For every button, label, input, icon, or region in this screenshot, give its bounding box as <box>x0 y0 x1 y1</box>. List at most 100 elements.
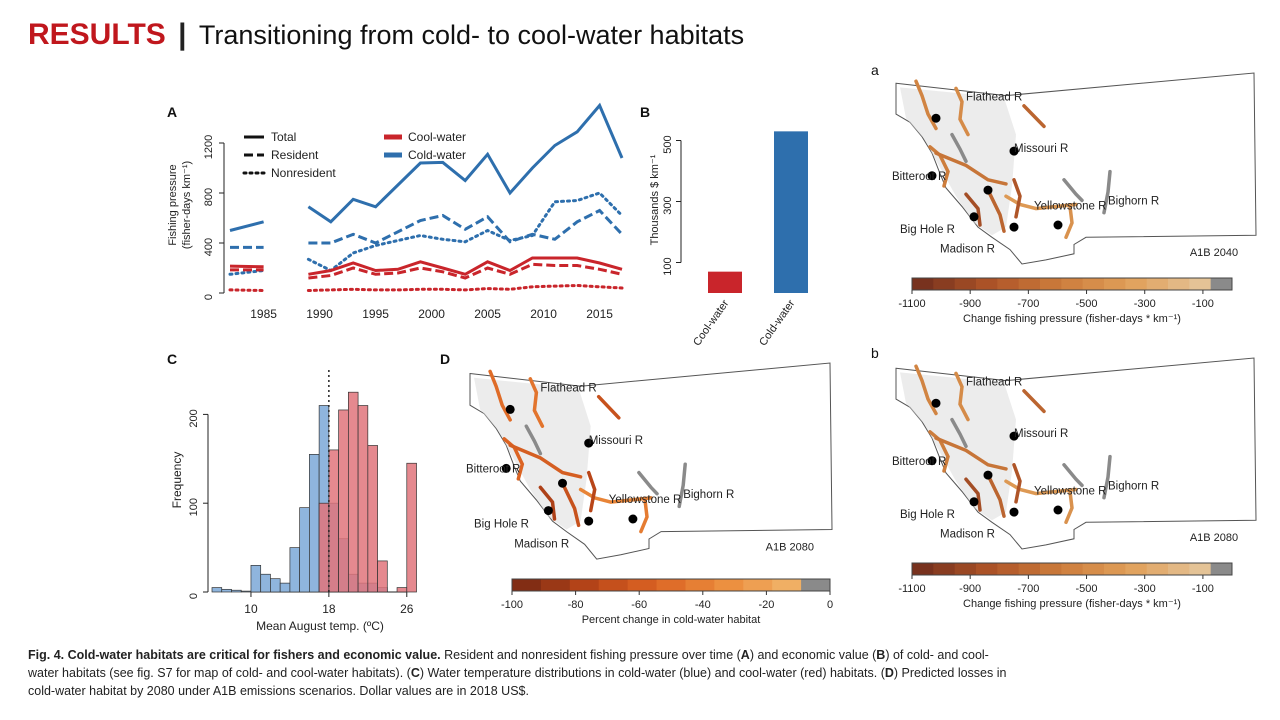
map-a-colorbar-segment <box>933 278 956 290</box>
map-d-gauge-dot <box>584 516 594 526</box>
map-a-gauge-dot <box>1009 146 1019 156</box>
panel-a-map-2040: a Flathead R Missouri R Bitteroot R Yellowst… <box>871 62 1257 325</box>
c-bar-cool <box>338 409 349 593</box>
map-b-river-label: Big Hole R <box>900 509 955 521</box>
map-a-colorbar-tick-label: -300 <box>1134 298 1156 310</box>
map-b-colorbar-tick-label: -900 <box>959 583 981 595</box>
c-x-tick-label: 26 <box>400 602 414 616</box>
c-bar-cool <box>406 462 417 593</box>
map-b-colorbar-tick-label: -100 <box>1192 583 1214 595</box>
b-y-tick-label: 100 <box>662 257 674 275</box>
a-series-cold-total <box>229 220 264 232</box>
map-b-river-segment <box>934 436 1008 471</box>
map-d-colorbar-segment <box>512 579 542 591</box>
map-d-colorbar-segment <box>656 579 686 591</box>
c-y-tick-label: 100 <box>188 498 200 516</box>
map-a-colorbar-segment <box>1018 278 1041 290</box>
map-a-river-label: Yellowstone R <box>1034 201 1106 213</box>
a-y-tick-label: 0 <box>203 294 215 300</box>
panel-letter-a: a <box>871 62 879 78</box>
map-a-river-label: Madison R <box>940 244 995 256</box>
a-y-axis-label: Fishing pressure <box>167 164 179 245</box>
a-series-cool-resident <box>308 262 623 280</box>
map-b-gauge-dot <box>931 398 941 408</box>
map-a-river-segment <box>950 132 968 164</box>
c-bar-cold <box>270 578 281 593</box>
map-b-colorbar-segment <box>1040 563 1062 575</box>
map-b-river-segment <box>914 364 938 416</box>
c-bar-cold <box>221 588 232 593</box>
map-a-river-segment <box>964 192 982 227</box>
c-x-tick-label: 10 <box>244 602 258 616</box>
map-a-river-label: Big Hole R <box>900 224 955 236</box>
map-a-river-segment <box>1062 178 1084 203</box>
map-a-colorbar-segment <box>1104 278 1126 290</box>
map-a-river-segment <box>954 86 970 137</box>
map-d-colorbar-segment <box>598 579 629 591</box>
a-legend-habitat-label: Cold-water <box>408 148 466 162</box>
panel-letter-b: B <box>640 104 650 120</box>
panel-letter-c: C <box>167 351 177 367</box>
map-b-river-label: Bighorn R <box>1108 481 1159 493</box>
map-a-river-segment <box>1022 104 1046 129</box>
c-bar-cool <box>318 502 330 593</box>
map-b-colorbar-label: Change fishing pressure (fisher-days * k… <box>963 598 1181 610</box>
map-b-colorbar-segment <box>954 563 977 575</box>
c-bar-cold <box>279 582 291 593</box>
a-x-tick-label: 2005 <box>474 307 501 321</box>
c-x-tick-label: 18 <box>322 602 336 616</box>
map-d-river-label: Bighorn R <box>683 489 734 501</box>
panel-c-histogram: C 0 100 200 Frequency 10 18 26 Mean August temp.… <box>167 351 417 633</box>
c-x-axis-label: Mean August temp. (ºC) <box>256 619 384 633</box>
map-b-colorbar-segment <box>1061 563 1084 575</box>
c-bar-cold <box>299 507 310 593</box>
map-a-river-label: Bighorn R <box>1108 196 1159 208</box>
map-d-gauge-dot <box>505 404 515 414</box>
map-b-river-label: Madison R <box>940 529 995 541</box>
a-series-cool-nonresident <box>306 283 624 292</box>
a-legend-habitat-label: Cool-water <box>408 130 466 144</box>
a-x-tick-label: 2015 <box>586 307 613 321</box>
a-legend-style-label: Resident <box>271 148 319 162</box>
map-d-river-segment <box>677 462 687 509</box>
map-d-colorbar-segment <box>540 579 571 591</box>
caption-ref-a: A <box>740 648 750 662</box>
map-d-river-label: Madison R <box>514 539 569 551</box>
a-y-tick-label: 400 <box>203 238 215 256</box>
map-b-river-segment <box>1064 489 1074 525</box>
a-series-cold-resident <box>308 208 624 245</box>
map-b-gauge-dot <box>983 470 993 480</box>
a-x-tick-label: 1995 <box>362 307 389 321</box>
map-a-colorbar-tick-label: -700 <box>1017 298 1039 310</box>
map-d-gauge-dot <box>501 463 511 473</box>
map-d-river-segment <box>488 369 512 422</box>
c-bar-cool <box>328 449 339 593</box>
map-b-gauge-dot <box>1053 505 1063 515</box>
a-x-tick-label: 2000 <box>418 307 445 321</box>
results-label: RESULTS <box>28 18 166 51</box>
map-b-colorbar-tick-label: -700 <box>1017 583 1039 595</box>
a-y-axis-label-units: (fisher-days km⁻¹) <box>181 161 193 249</box>
map-b-gauge-dot <box>927 456 937 466</box>
map-d-gauge-dot <box>584 438 594 448</box>
a-series-cool-nonresident <box>228 288 266 292</box>
caption-ref-c: C <box>410 666 420 680</box>
map-d-colorbar-tick-label: -20 <box>758 599 774 611</box>
map-a-river-segment <box>1102 169 1112 215</box>
panel-b-map-2080: b Flathead R Missouri R Bitteroot R Yellowst… <box>871 345 1257 610</box>
caption-text-1: Resident and nonresident fishing pressur… <box>440 648 741 662</box>
a-series-cool-total <box>308 256 623 276</box>
b-category-label: Cold-water <box>757 298 798 349</box>
map-d-river-segment <box>596 394 621 420</box>
map-d-colorbar-tick-label: -80 <box>568 599 584 611</box>
map-d-gauge-dot <box>543 506 553 516</box>
c-y-tick-label: 200 <box>188 409 200 427</box>
map-b-river-segment <box>1062 463 1084 488</box>
b-bar-cold-water <box>774 131 808 293</box>
map-a-colorbar-segment <box>1125 278 1148 290</box>
map-b-colorbar-segment <box>933 563 956 575</box>
map-a-gauge-dot <box>931 113 941 123</box>
caption-text-3: ) of cold- and cool-water habitats (see … <box>28 648 989 680</box>
map-b-river-segment <box>1022 389 1046 414</box>
